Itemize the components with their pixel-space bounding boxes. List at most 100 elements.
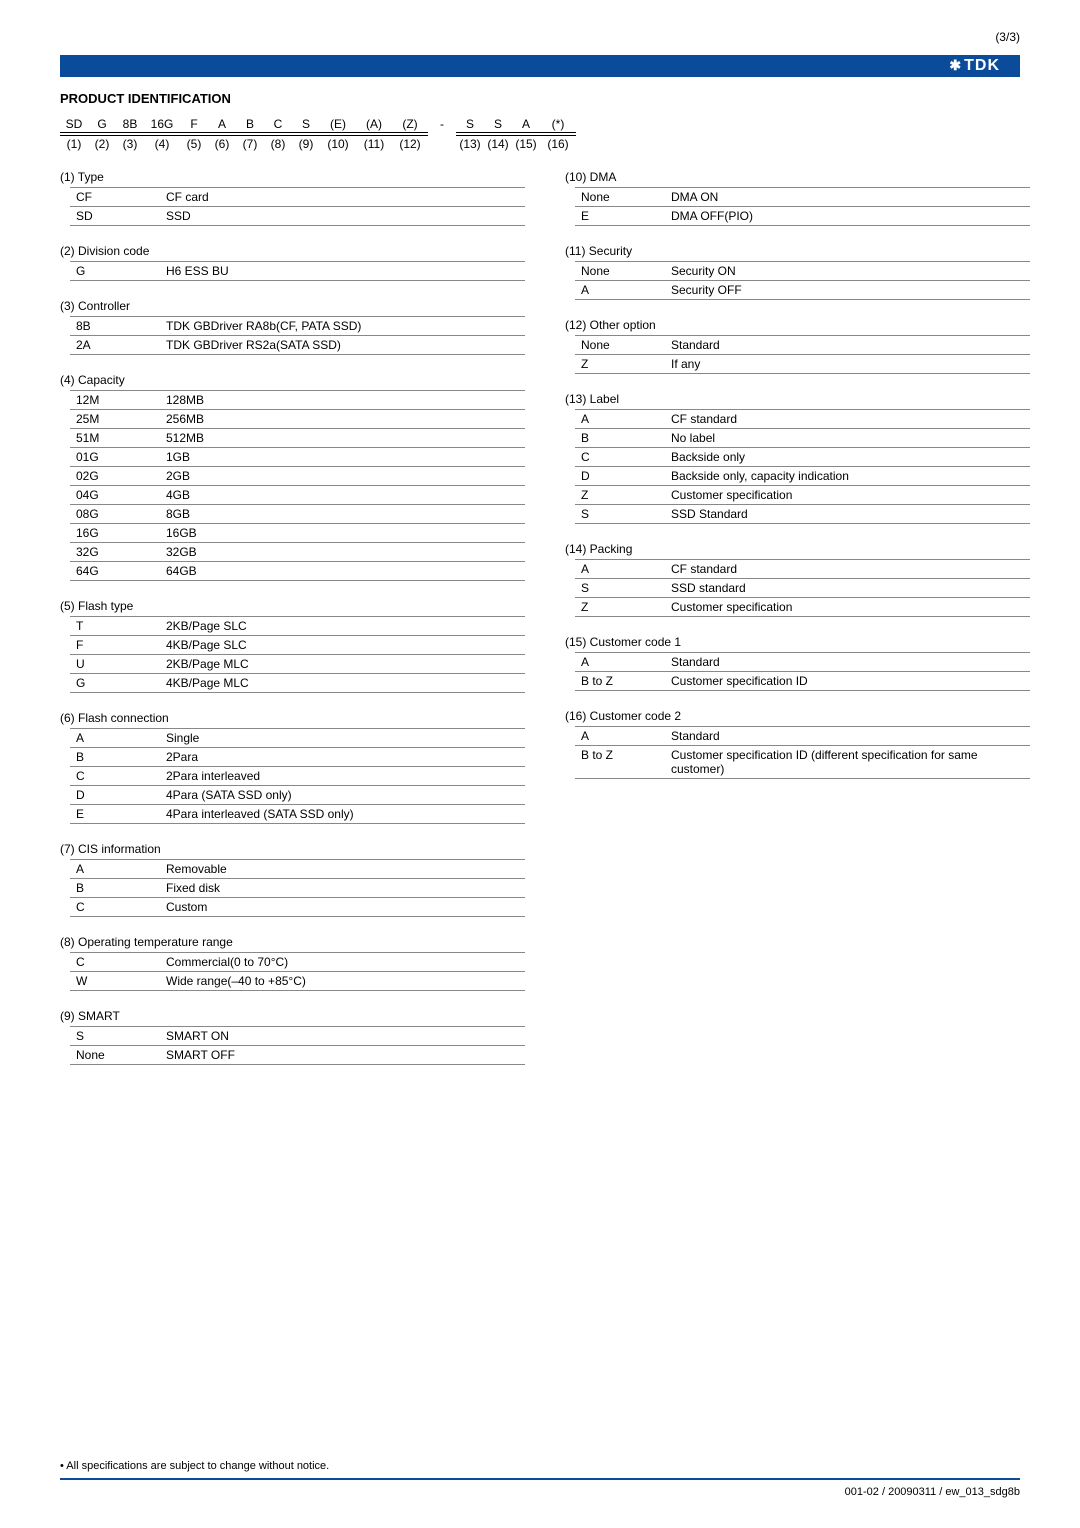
index-cell: (15) [512,135,540,152]
footer-line [60,1478,1020,1480]
desc-cell: Standard [665,653,1030,672]
table-row: 12M128MB [70,391,525,410]
code-cell: S [456,116,484,133]
table-row: ARemovable [70,860,525,879]
table-row: F4KB/Page SLC [70,636,525,655]
code-cell: 2A [70,336,160,355]
index-cell: (10) [320,135,356,152]
subsection: (16) Customer code 2AStandardB to ZCusto… [565,709,1020,779]
spec-table: NoneDMA ONEDMA OFF(PIO) [575,187,1030,226]
table-row: SSSD standard [575,579,1030,598]
table-row: CBackside only [575,448,1030,467]
code-cell: A [575,727,665,746]
desc-cell: SSD [160,207,525,226]
code-cell: A [575,560,665,579]
desc-cell: Customer specification [665,486,1030,505]
code-cell: A [208,116,236,133]
subsection-title: (1) Type [60,170,515,184]
subsection-title: (12) Other option [565,318,1020,332]
subsection-title: (16) Customer code 2 [565,709,1020,723]
table-row: B to ZCustomer specification ID [575,672,1030,691]
subsection-title: (8) Operating temperature range [60,935,515,949]
code-cell: T [70,617,160,636]
index-cell: (9) [292,135,320,152]
code-cell: E [70,805,160,824]
table-row: G4KB/Page MLC [70,674,525,693]
subsection: (1) TypeCFCF cardSDSSD [60,170,515,226]
desc-cell: Security OFF [665,281,1030,300]
code-cell: B to Z [575,746,665,779]
desc-cell: 4GB [160,486,525,505]
code-cell: None [575,262,665,281]
code-cell: None [70,1046,160,1065]
subsection: (3) Controller8BTDK GBDriver RA8b(CF, PA… [60,299,515,355]
spec-table: SSMART ONNoneSMART OFF [70,1026,525,1065]
table-row: GH6 ESS BU [70,262,525,281]
code-cell: 12M [70,391,160,410]
desc-cell: Removable [160,860,525,879]
code-cell: S [575,579,665,598]
code-cell: (Z) [392,116,428,133]
subsection-title: (10) DMA [565,170,1020,184]
desc-cell: DMA OFF(PIO) [665,207,1030,226]
logo-text: TDK [964,57,1000,74]
spec-table: ACF standardSSSD standardZCustomer speci… [575,559,1030,617]
table-row: 32G32GB [70,543,525,562]
code-cell: A [575,410,665,429]
table-row: C2Para interleaved [70,767,525,786]
desc-cell: 2KB/Page MLC [160,655,525,674]
code-cell: 16G [70,524,160,543]
subsection: (6) Flash connectionASingleB2ParaC2Para … [60,711,515,824]
index-cell: (3) [116,135,144,152]
desc-cell: 2GB [160,467,525,486]
table-row: 64G64GB [70,562,525,581]
desc-cell: 2Para [160,748,525,767]
table-row: EDMA OFF(PIO) [575,207,1030,226]
code-cell: (A) [356,116,392,133]
table-row: B2Para [70,748,525,767]
table-row: CCommercial(0 to 70°C) [70,953,525,972]
desc-cell: Customer specification [665,598,1030,617]
desc-cell: 2KB/Page SLC [160,617,525,636]
desc-cell: CF card [160,188,525,207]
subsection: (11) SecurityNoneSecurity ONASecurity OF… [565,244,1020,300]
table-row: NoneDMA ON [575,188,1030,207]
spec-table: ASingleB2ParaC2Para interleavedD4Para (S… [70,728,525,824]
table-row: 04G4GB [70,486,525,505]
table-row: NoneSMART OFF [70,1046,525,1065]
code-cell: 8B [116,116,144,133]
index-cell: (4) [144,135,180,152]
code-cell: D [575,467,665,486]
tdk-logo: ✱TDK [949,57,1000,75]
index-cell: (13) [456,135,484,152]
desc-cell: CF standard [665,410,1030,429]
table-row: NoneStandard [575,336,1030,355]
desc-cell: Backside only [665,448,1030,467]
code-cell: D [70,786,160,805]
subsection-title: (15) Customer code 1 [565,635,1020,649]
table-row: 2ATDK GBDriver RS2a(SATA SSD) [70,336,525,355]
code-cell: B [236,116,264,133]
desc-cell: 128MB [160,391,525,410]
footer-id: 001-02 / 20090311 / ew_013_sdg8b [60,1486,1020,1498]
subsection: (4) Capacity12M128MB25M256MB51M512MB01G1… [60,373,515,581]
spec-table: 8BTDK GBDriver RA8b(CF, PATA SSD)2ATDK G… [70,316,525,355]
left-column: (1) TypeCFCF cardSDSSD(2) Division codeG… [60,170,515,1083]
code-cell: B [70,879,160,898]
footer-note: • All specifications are subject to chan… [60,1460,1020,1472]
subsection-title: (9) SMART [60,1009,515,1023]
code-cell: 04G [70,486,160,505]
table-row: U2KB/Page MLC [70,655,525,674]
table-row: 8BTDK GBDriver RA8b(CF, PATA SSD) [70,317,525,336]
code-cell: A [70,729,160,748]
table-row: 16G16GB [70,524,525,543]
subsection: (9) SMARTSSMART ONNoneSMART OFF [60,1009,515,1065]
table-row: ACF standard [575,560,1030,579]
subsection: (8) Operating temperature rangeCCommerci… [60,935,515,991]
desc-cell: 2Para interleaved [160,767,525,786]
code-cell: (E) [320,116,356,133]
table-row: CFCF card [70,188,525,207]
table-row: SSSD Standard [575,505,1030,524]
table-row: 51M512MB [70,429,525,448]
desc-cell: 16GB [160,524,525,543]
